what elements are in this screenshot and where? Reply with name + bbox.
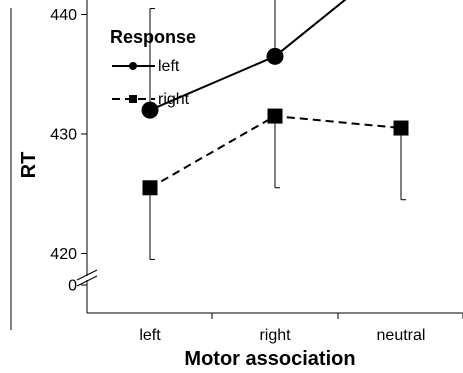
data-point [393,120,409,136]
axis-break-mark [76,269,98,281]
x-ticks: left right neutral [139,313,463,344]
legend-label: right [158,91,190,108]
data-point [142,180,158,196]
data-point [141,101,159,119]
axes [76,0,463,314]
legend-items: left right [112,58,190,108]
y-tick-label: 0 [68,278,77,295]
series-right [142,108,409,260]
legend-item-right: right [112,91,190,108]
legend-item-left: left [112,58,180,75]
legend-label: left [158,58,180,75]
y-tick-label: 440 [50,7,77,24]
y-tick-label: 420 [50,246,77,263]
y-ticks: 0420430440450460 [50,7,87,295]
x-axis-title: Motor association [184,348,355,370]
x-tick-label: neutral [377,327,426,344]
legend-marker [129,62,137,70]
legend-marker [129,95,137,103]
x-tick-label: left [139,327,161,344]
y-tick-label: 430 [50,127,77,144]
series [141,0,409,260]
data-point [267,108,283,124]
legend: Response left right [110,27,196,108]
y-axis-title: RT [18,152,40,179]
axis-break-mark [76,275,98,287]
data-point [266,47,284,65]
legend-title: Response [110,27,196,47]
series-left [141,0,347,119]
x-tick-label: right [259,327,291,344]
